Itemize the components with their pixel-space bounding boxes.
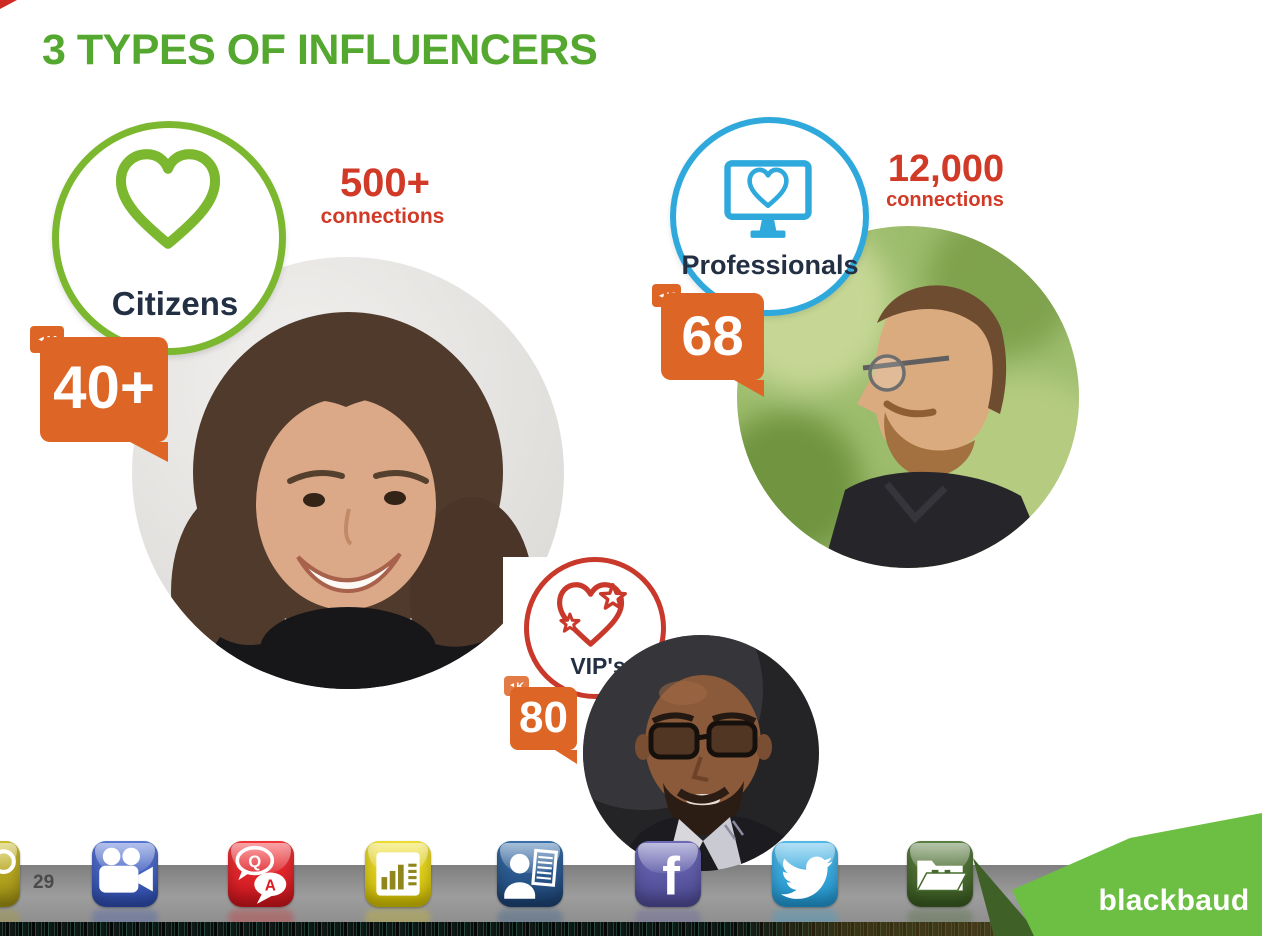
citizens-klout-badge: 40+ (40, 337, 168, 462)
svg-text:A: A (265, 878, 276, 895)
page-title: 3 TYPES OF INFLUENCERS (42, 26, 598, 74)
citizens-connections-value: 500+ (339, 161, 431, 205)
klout-notch: ◄ (36, 334, 46, 344)
bar-chart-icon (365, 841, 431, 907)
klout-notch: ◄ (508, 682, 516, 689)
slide-page-number: 29 (33, 872, 55, 893)
banner-underfold (973, 858, 1040, 936)
svg-text:f: f (662, 847, 680, 907)
professionals-connections-label: connections (886, 189, 1004, 211)
klout-notch: ◄ (657, 291, 666, 300)
citizens-photo (132, 257, 564, 689)
video-camera-icon (92, 841, 158, 907)
citizens-connections-label: connections (320, 205, 445, 228)
brand-logo: blackbaud (1098, 884, 1250, 917)
stripe-tint (730, 922, 1030, 936)
professionals-klout-badge: 68 (661, 293, 764, 397)
banner-ribbon (1012, 813, 1262, 936)
vips-klout-badge: 80 (510, 687, 577, 764)
heart-stars-icon (557, 582, 627, 647)
professionals-connections-value: 12,000 (887, 148, 1005, 190)
corner-accent (0, 0, 17, 9)
svg-text:Q: Q (248, 853, 261, 871)
professionals-label: Professionals (681, 250, 859, 280)
monitor-heart-icon (724, 160, 812, 238)
folder-download-icon (907, 841, 973, 907)
twitter-icon (772, 841, 838, 907)
vips-label: VIP's (570, 653, 626, 679)
q-and-a-icon: Q A (228, 841, 294, 907)
app-partial-icon (0, 841, 20, 907)
citizens-label: Citizens (111, 285, 239, 322)
heart-icon (115, 149, 221, 249)
brand-banner (973, 813, 1262, 936)
vips-photo (583, 635, 819, 871)
contact-notes-icon (497, 841, 563, 907)
facebook-icon: f (635, 841, 701, 907)
